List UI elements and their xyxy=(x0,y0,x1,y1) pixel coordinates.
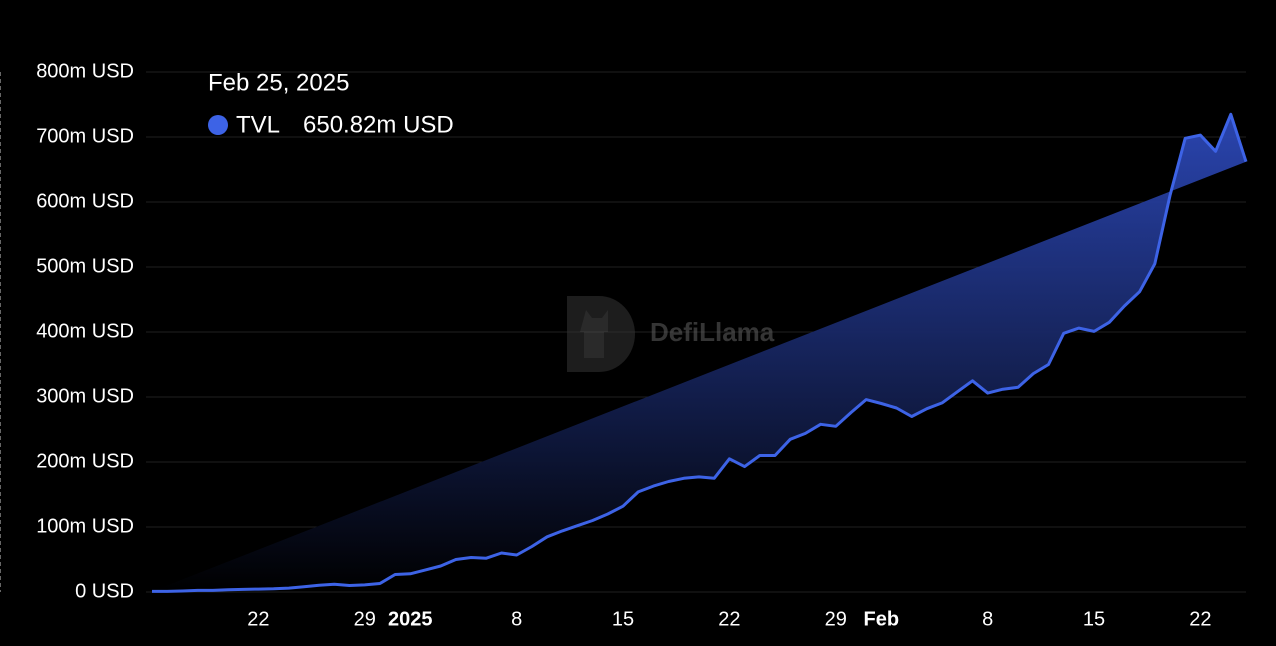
x-tick-label: 29 xyxy=(825,608,847,630)
line xyxy=(152,112,1248,593)
y-tick-label: 600m USD xyxy=(36,190,134,212)
y-tick-label: 400m USD xyxy=(36,320,134,342)
tooltip-swatch xyxy=(208,115,228,135)
watermark: DefiLlama xyxy=(567,296,775,372)
x-tick-label: 15 xyxy=(1083,608,1105,630)
x-tick-label: 29 xyxy=(354,608,376,630)
y-tick-label: 300m USD xyxy=(36,385,134,407)
y-tick-label: 800m USD xyxy=(36,60,134,82)
x-tick-label: 22 xyxy=(247,608,269,630)
x-tick-label: 15 xyxy=(612,608,634,630)
x-tick-label: 8 xyxy=(982,608,993,630)
plot xyxy=(0,72,1248,593)
tooltip-series: TVL xyxy=(236,111,280,138)
x-tick-label: 8 xyxy=(511,608,522,630)
y-tick-label: 200m USD xyxy=(36,450,134,472)
x-tick-label: 22 xyxy=(1189,608,1211,630)
tooltip-date: Feb 25, 2025 xyxy=(208,69,349,96)
y-tick-label: 0 USD xyxy=(75,580,134,602)
x-tick-label: 22 xyxy=(718,608,740,630)
x-tick-label: Feb xyxy=(864,608,900,630)
watermark-text: DefiLlama xyxy=(650,317,775,347)
y-tick-label: 100m USD xyxy=(36,515,134,537)
y-tick-label: 500m USD xyxy=(36,255,134,277)
area xyxy=(152,114,1246,592)
watermark-llama xyxy=(580,310,608,358)
x-tick-label: 2025 xyxy=(388,608,433,630)
tooltip-value: 650.82m USD xyxy=(303,111,454,138)
y-tick-label: 700m USD xyxy=(36,125,134,147)
